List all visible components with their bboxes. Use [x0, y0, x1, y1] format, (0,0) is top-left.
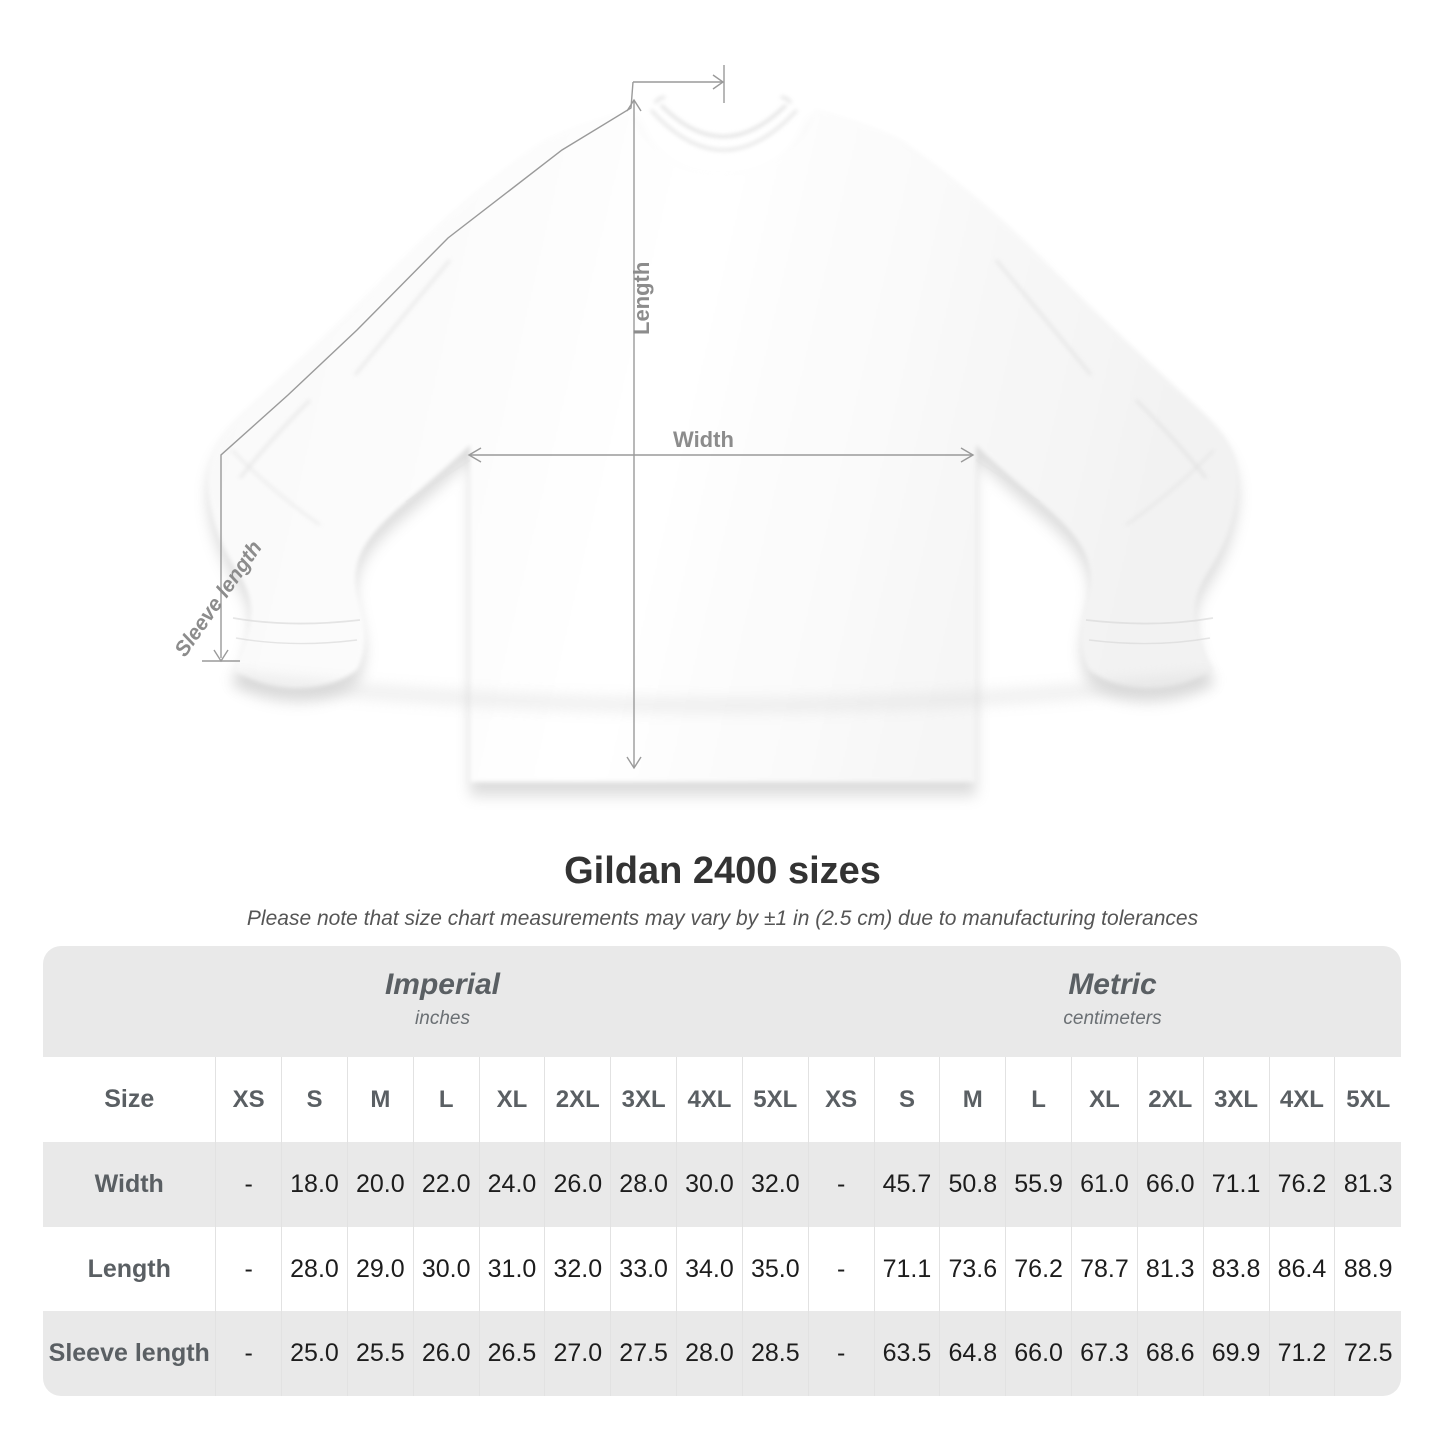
svg-text:Length: Length	[629, 262, 654, 335]
svg-text:Width: Width	[673, 427, 734, 452]
